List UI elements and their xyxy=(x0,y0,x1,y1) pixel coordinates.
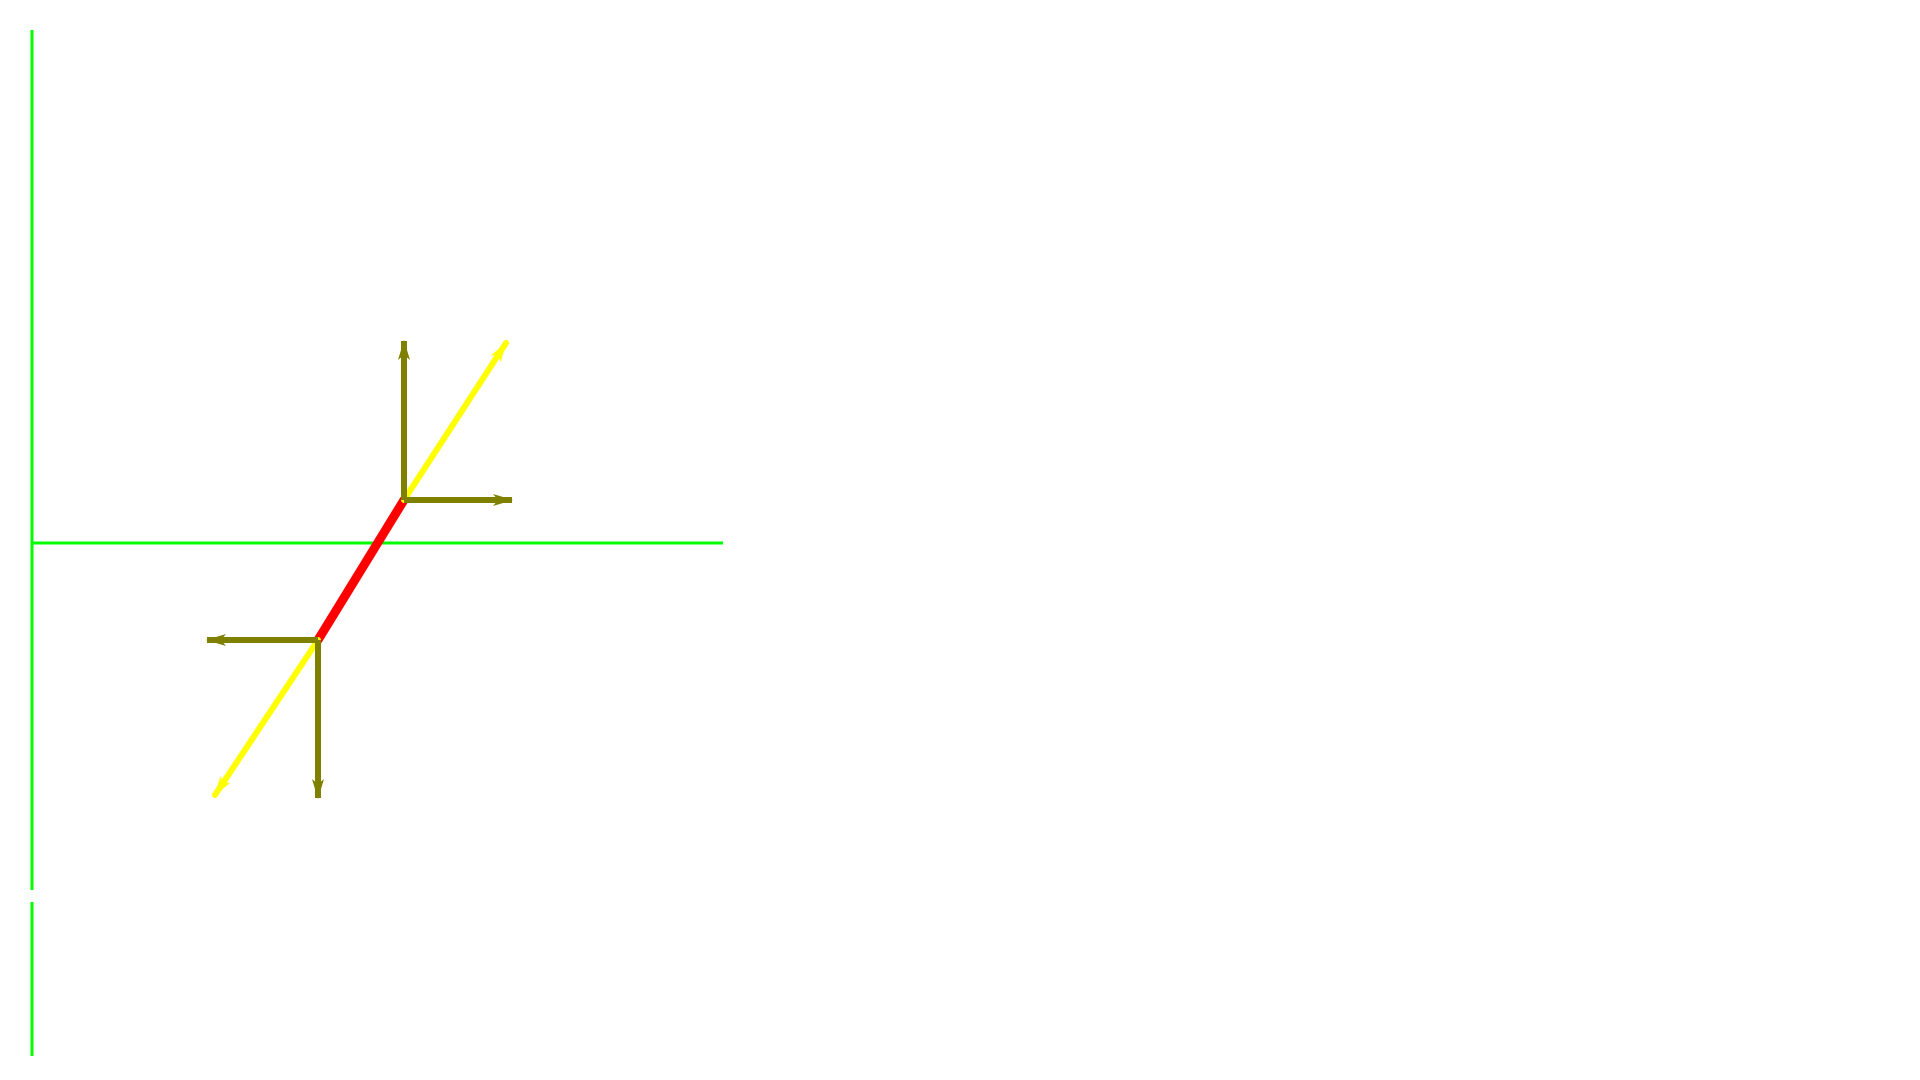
yellow-direction-arrow-down xyxy=(212,637,321,798)
yellow-direction-arrow-up xyxy=(401,340,509,503)
red-segment xyxy=(313,495,409,645)
